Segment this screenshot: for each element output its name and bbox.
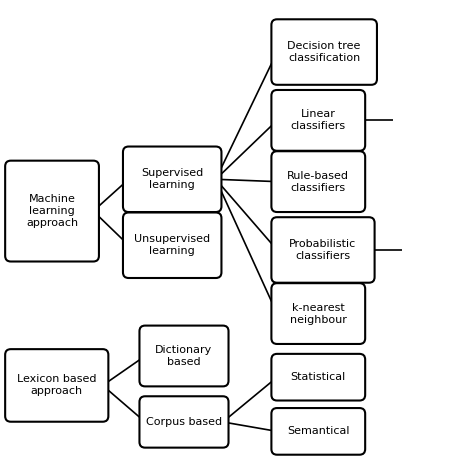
- Text: Statistical: Statistical: [291, 372, 346, 382]
- Text: Decision tree
classification: Decision tree classification: [288, 41, 361, 63]
- Text: Linear
classifiers: Linear classifiers: [291, 109, 346, 131]
- Text: Semantical: Semantical: [287, 427, 349, 437]
- FancyBboxPatch shape: [5, 349, 109, 422]
- Text: Dictionary
based: Dictionary based: [155, 345, 213, 367]
- Text: Lexicon based
approach: Lexicon based approach: [17, 374, 97, 396]
- Text: Supervised
learning: Supervised learning: [141, 168, 203, 190]
- Text: Rule-based
classifiers: Rule-based classifiers: [287, 171, 349, 192]
- FancyBboxPatch shape: [272, 408, 365, 455]
- FancyBboxPatch shape: [272, 283, 365, 344]
- FancyBboxPatch shape: [272, 151, 365, 212]
- FancyBboxPatch shape: [272, 217, 374, 283]
- Text: Corpus based: Corpus based: [146, 417, 222, 427]
- Text: Machine
learning
approach: Machine learning approach: [26, 194, 78, 228]
- FancyBboxPatch shape: [139, 396, 228, 447]
- FancyBboxPatch shape: [272, 19, 377, 85]
- FancyBboxPatch shape: [5, 161, 99, 262]
- Text: k-nearest
neighbour: k-nearest neighbour: [290, 302, 346, 325]
- Text: Probabilistic
classifiers: Probabilistic classifiers: [289, 239, 356, 261]
- FancyBboxPatch shape: [272, 354, 365, 401]
- FancyBboxPatch shape: [123, 146, 221, 212]
- FancyBboxPatch shape: [123, 212, 221, 278]
- FancyBboxPatch shape: [139, 326, 228, 386]
- Text: Unsupervised
learning: Unsupervised learning: [134, 234, 210, 256]
- FancyBboxPatch shape: [272, 90, 365, 151]
